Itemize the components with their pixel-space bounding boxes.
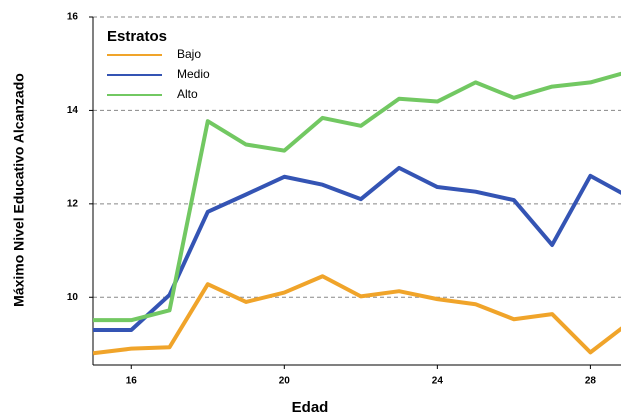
data-line (93, 274, 621, 356)
legend-title: Estratos (107, 28, 167, 45)
y-tick-label: 10 (67, 292, 79, 303)
x-tick-label: 16 (126, 376, 138, 387)
data-line (93, 165, 621, 332)
y-axis-label: Máximo Nivel Educativo Alcanzado (11, 73, 27, 307)
x-axis-label: Edad (292, 399, 329, 416)
legend-label: Medio (177, 67, 210, 81)
y-tick-label: 12 (67, 198, 79, 209)
y-tick-label: 16 (67, 12, 79, 23)
x-tick-label: 28 (585, 376, 597, 387)
y-tick-label: 14 (67, 105, 79, 116)
data-line (93, 71, 621, 323)
legend-label: Bajo (177, 47, 201, 61)
x-tick-label: 24 (432, 376, 444, 387)
legend-label: Alto (177, 87, 198, 101)
x-tick-label: 20 (279, 376, 291, 387)
